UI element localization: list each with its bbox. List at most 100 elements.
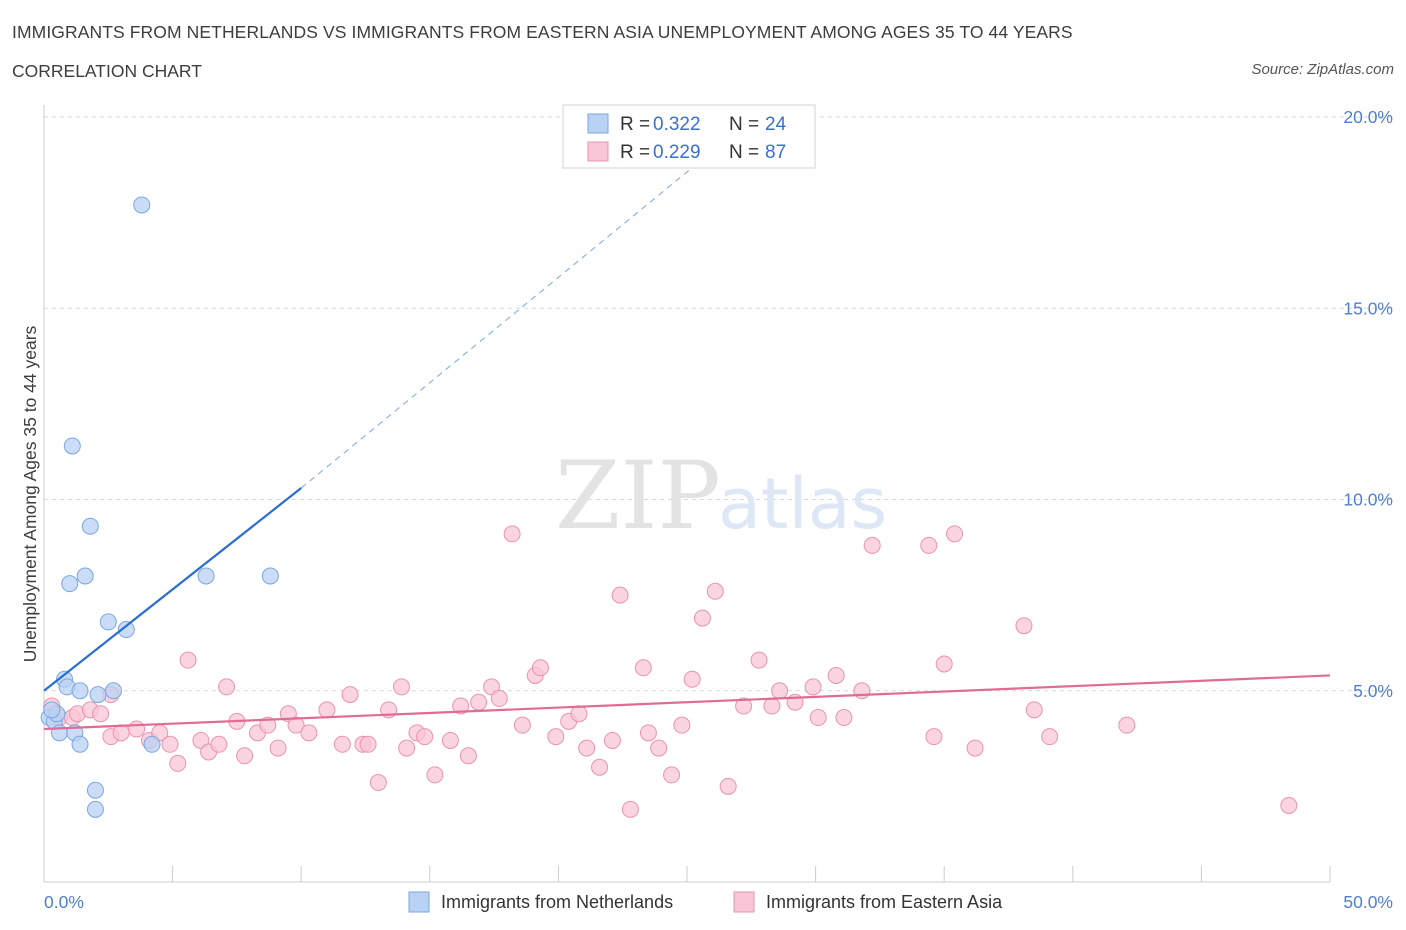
eastern-asia-point — [300, 724, 318, 742]
eastern-asia-point — [925, 728, 943, 746]
netherlands-point — [89, 686, 107, 704]
eastern-asia-point — [750, 651, 768, 669]
eastern-asia-point — [578, 739, 596, 757]
bottom-legend-swatch-netherlands — [408, 891, 430, 913]
eastern-asia-point — [835, 709, 853, 727]
x-ticks — [43, 866, 1331, 882]
watermark-atlas: atlas — [718, 463, 887, 545]
legend-n-label-2: N = — [729, 142, 759, 163]
eastern-asia-point — [1280, 797, 1298, 814]
y-tick-label: 10.0% — [1343, 490, 1393, 510]
eastern-asia-point — [673, 716, 691, 734]
eastern-asia-point — [771, 682, 789, 700]
netherlands-point — [71, 682, 89, 700]
eastern-asia-point — [490, 689, 508, 707]
netherlands-point — [76, 567, 94, 585]
eastern-asia-trend-line — [43, 674, 1331, 731]
eastern-asia-point — [169, 754, 187, 772]
legend-r-label-1: R = — [620, 114, 650, 135]
eastern-asia-point — [318, 701, 336, 719]
eastern-asia-point — [547, 728, 565, 746]
eastern-asia-point — [287, 716, 305, 734]
eastern-asia-point — [179, 651, 197, 669]
legend-swatch-eastern-asia — [587, 141, 609, 162]
netherlands-point — [71, 735, 89, 753]
eastern-asia-point — [210, 735, 228, 753]
eastern-asia-point — [459, 747, 477, 765]
netherlands-point — [197, 567, 215, 585]
eastern-asia-point — [333, 735, 351, 753]
series-eastern-asia — [43, 525, 1298, 818]
eastern-asia-point — [591, 758, 609, 776]
eastern-asia-point — [735, 697, 753, 715]
eastern-asia-point — [398, 739, 416, 757]
eastern-asia-point — [611, 586, 629, 604]
eastern-asia-point — [570, 705, 588, 723]
eastern-asia-point — [966, 739, 984, 757]
eastern-asia-point — [341, 686, 359, 704]
legend-n-label-1: N = — [729, 114, 759, 135]
trend-lines — [43, 135, 1331, 731]
eastern-asia-point — [804, 678, 822, 696]
eastern-asia-point — [935, 655, 953, 673]
netherlands-point — [86, 800, 104, 818]
eastern-asia-point — [719, 777, 737, 795]
eastern-asia-point — [416, 728, 434, 746]
eastern-asia-point — [269, 739, 287, 757]
legend-r-value-1: 0.322 — [653, 114, 701, 135]
chart-subtitle: CORRELATION CHART — [12, 61, 202, 81]
series-netherlands — [40, 196, 279, 818]
netherlands-trend-extension — [300, 135, 732, 489]
netherlands-point — [86, 781, 104, 799]
bottom-legend-label-netherlands: Immigrants from Netherlands — [441, 892, 673, 912]
eastern-asia-point — [650, 739, 668, 757]
eastern-asia-point — [513, 716, 531, 734]
eastern-asia-point — [441, 731, 459, 749]
legend-n-value-2: 87 — [765, 142, 786, 163]
netherlands-trend-line — [43, 487, 302, 692]
eastern-asia-point — [531, 659, 549, 677]
netherlands-point — [261, 567, 279, 585]
eastern-asia-point — [827, 666, 845, 684]
eastern-asia-point — [218, 678, 236, 696]
watermark-zip: ZIP — [555, 442, 721, 551]
y-tick-label: 15.0% — [1343, 298, 1393, 318]
eastern-asia-point — [683, 670, 701, 688]
eastern-asia-point — [92, 705, 110, 723]
eastern-asia-point — [161, 735, 179, 753]
legend-r-value-2: 0.229 — [653, 142, 701, 163]
eastern-asia-point — [1025, 701, 1043, 719]
netherlands-point — [63, 437, 81, 455]
grid-lines — [44, 116, 1393, 692]
eastern-asia-point — [663, 766, 681, 784]
chart-title: IMMIGRANTS FROM NETHERLANDS VS IMMIGRANT… — [12, 22, 1073, 42]
x-tick-label-min: 0.0% — [44, 892, 84, 912]
eastern-asia-point — [920, 536, 938, 554]
netherlands-point — [117, 621, 135, 639]
eastern-asia-point — [809, 709, 827, 727]
eastern-asia-point — [1015, 617, 1033, 635]
eastern-asia-point — [259, 716, 277, 734]
eastern-asia-point — [621, 800, 639, 818]
eastern-asia-point — [236, 747, 254, 765]
eastern-asia-point — [426, 766, 444, 784]
bottom-legend-label-eastern-asia: Immigrants from Eastern Asia — [766, 892, 1003, 912]
y-tick-label: 5.0% — [1353, 681, 1393, 701]
eastern-asia-point — [1041, 728, 1059, 746]
eastern-asia-point — [128, 720, 146, 738]
netherlands-point — [104, 682, 122, 700]
bottom-legend-swatch-eastern-asia — [733, 891, 755, 913]
y-tick-labels: 5.0% 10.0% 15.0% 20.0% — [1343, 107, 1393, 701]
watermark: ZIP atlas — [555, 442, 887, 551]
eastern-asia-point — [503, 525, 521, 543]
netherlands-point — [133, 196, 151, 214]
chart-source: Source: ZipAtlas.com — [1251, 61, 1394, 78]
y-tick-label: 20.0% — [1343, 107, 1393, 127]
netherlands-point — [81, 517, 99, 535]
netherlands-point — [43, 701, 61, 719]
eastern-asia-point — [639, 724, 657, 742]
netherlands-point — [99, 613, 117, 631]
eastern-asia-point — [706, 582, 724, 600]
eastern-asia-point — [693, 609, 711, 627]
